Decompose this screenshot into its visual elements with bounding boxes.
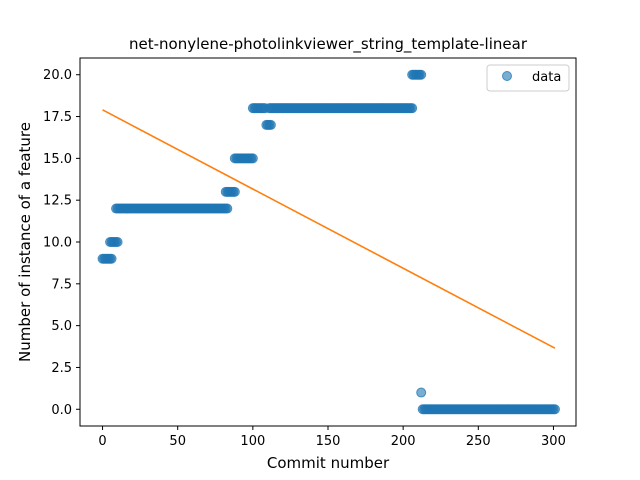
legend-marker xyxy=(502,71,512,81)
y-tick-label: 0.0 xyxy=(51,403,72,418)
x-axis-label: Commit number xyxy=(267,454,390,472)
data-point xyxy=(407,103,418,114)
data-point xyxy=(549,404,560,415)
data-point xyxy=(416,69,427,80)
y-tick-label: 20.0 xyxy=(43,68,72,83)
data-point xyxy=(265,119,276,130)
x-tick-label: 150 xyxy=(316,434,341,449)
data-point xyxy=(229,186,240,197)
chart-title: net-nonylene-photolinkviewer_string_temp… xyxy=(129,35,528,54)
y-tick-label: 2.5 xyxy=(51,361,72,376)
y-tick-label: 17.5 xyxy=(43,110,72,125)
plot-area: 0 50 100 150 200 250 300 0.0 2.5 5.0 7.5 10.0 12.5 15… xyxy=(43,57,577,449)
x-tick-label: 50 xyxy=(169,434,186,449)
legend-label: data xyxy=(532,70,561,85)
y-tick-label: 12.5 xyxy=(43,194,72,209)
data-point xyxy=(247,153,258,164)
data-point xyxy=(222,203,233,214)
data-point xyxy=(106,253,117,264)
y-tick-label: 15.0 xyxy=(43,152,72,167)
x-tick-label: 250 xyxy=(466,434,491,449)
data-point xyxy=(112,237,123,247)
fit-line xyxy=(102,109,556,349)
x-tick-label: 100 xyxy=(240,434,265,449)
data-point xyxy=(416,387,427,398)
x-tick-label: 200 xyxy=(391,434,416,449)
x-tick-label: 0 xyxy=(98,434,106,449)
y-tick-label: 10.0 xyxy=(43,236,72,251)
x-tick-label: 300 xyxy=(541,434,566,449)
y-axis-label: Number of instance of a feature xyxy=(16,122,34,362)
y-tick-label: 5.0 xyxy=(51,319,72,334)
y-tick-label: 7.5 xyxy=(51,277,72,292)
